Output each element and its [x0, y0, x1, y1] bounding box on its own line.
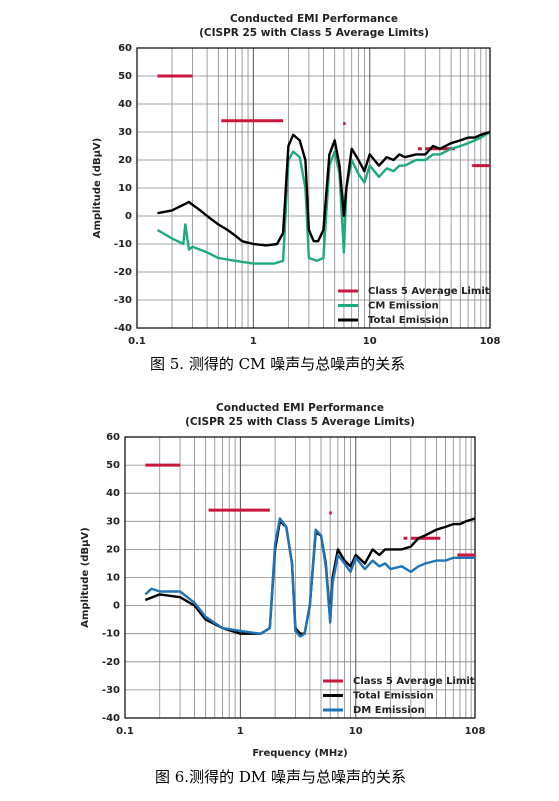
y-tick-label: 60: [106, 432, 120, 443]
y-tick-label: 30: [118, 127, 132, 138]
y-tick-label: 30: [106, 516, 120, 527]
y-tick-label: -30: [102, 685, 120, 696]
x-tick-label: 10: [349, 726, 363, 737]
y-tick-label: 20: [118, 155, 132, 166]
y-tick-label: 10: [118, 183, 132, 194]
y-tick-label: 0: [125, 211, 132, 222]
emission-line: [144, 517, 475, 638]
x-tick-label: 1: [250, 336, 257, 347]
legend-label: DM Emission: [353, 705, 425, 716]
y-tick-label: -10: [102, 629, 120, 640]
caption: 图 6.测得的 DM 噪声与总噪声的关系: [155, 768, 406, 786]
x-tick-label: 108: [480, 336, 501, 347]
y-tick-label: -10: [114, 239, 132, 250]
legend-label: CM Emission: [368, 301, 439, 312]
y-tick-label: 40: [118, 99, 132, 110]
x-tick-label: 0.1: [128, 336, 146, 347]
legend-label: Class 5 Average Limit: [353, 676, 475, 687]
legend-label: Class 5 Average Limit: [368, 286, 490, 297]
chart-title: Conducted EMI Performance: [216, 402, 384, 414]
x-tick-label: 108: [465, 726, 486, 737]
chart-subtitle: (CISPR 25 with Class 5 Average Limits): [185, 416, 415, 428]
y-tick-label: -30: [114, 295, 132, 306]
legend-label: Total Emission: [368, 315, 449, 326]
y-tick-label: 10: [106, 573, 120, 584]
y-tick-label: -40: [102, 713, 120, 724]
y-tick-label: -20: [114, 267, 132, 278]
legend-label: Total Emission: [353, 691, 434, 702]
y-tick-label: 0: [113, 601, 120, 612]
y-tick-label: -20: [102, 657, 120, 668]
x-tick-label: 0.1: [116, 726, 134, 737]
y-tick-label: 20: [106, 544, 120, 555]
y-tick-label: 50: [118, 71, 132, 82]
x-tick-label: 1: [237, 726, 244, 737]
y-axis-label: Amplitude (dBμV): [92, 138, 103, 239]
x-tick-label: 10: [363, 336, 377, 347]
y-axis-label: Amplitude (dBμV): [80, 527, 91, 628]
chart-title: Conducted EMI Performance: [230, 13, 398, 25]
x-axis-label: Frequency (MHz): [252, 748, 347, 759]
plot-frame: [136, 47, 491, 329]
emission-line: [157, 130, 491, 247]
y-tick-label: 60: [118, 43, 132, 54]
y-tick-label: -40: [114, 323, 132, 334]
chart-subtitle: (CISPR 25 with Class 5 Average Limits): [199, 27, 429, 39]
y-tick-label: 50: [106, 460, 120, 471]
caption: 图 5. 测得的 CM 噪声与总噪声的关系: [150, 355, 405, 373]
plot-frame: [124, 436, 476, 719]
y-tick-label: 40: [106, 488, 120, 499]
